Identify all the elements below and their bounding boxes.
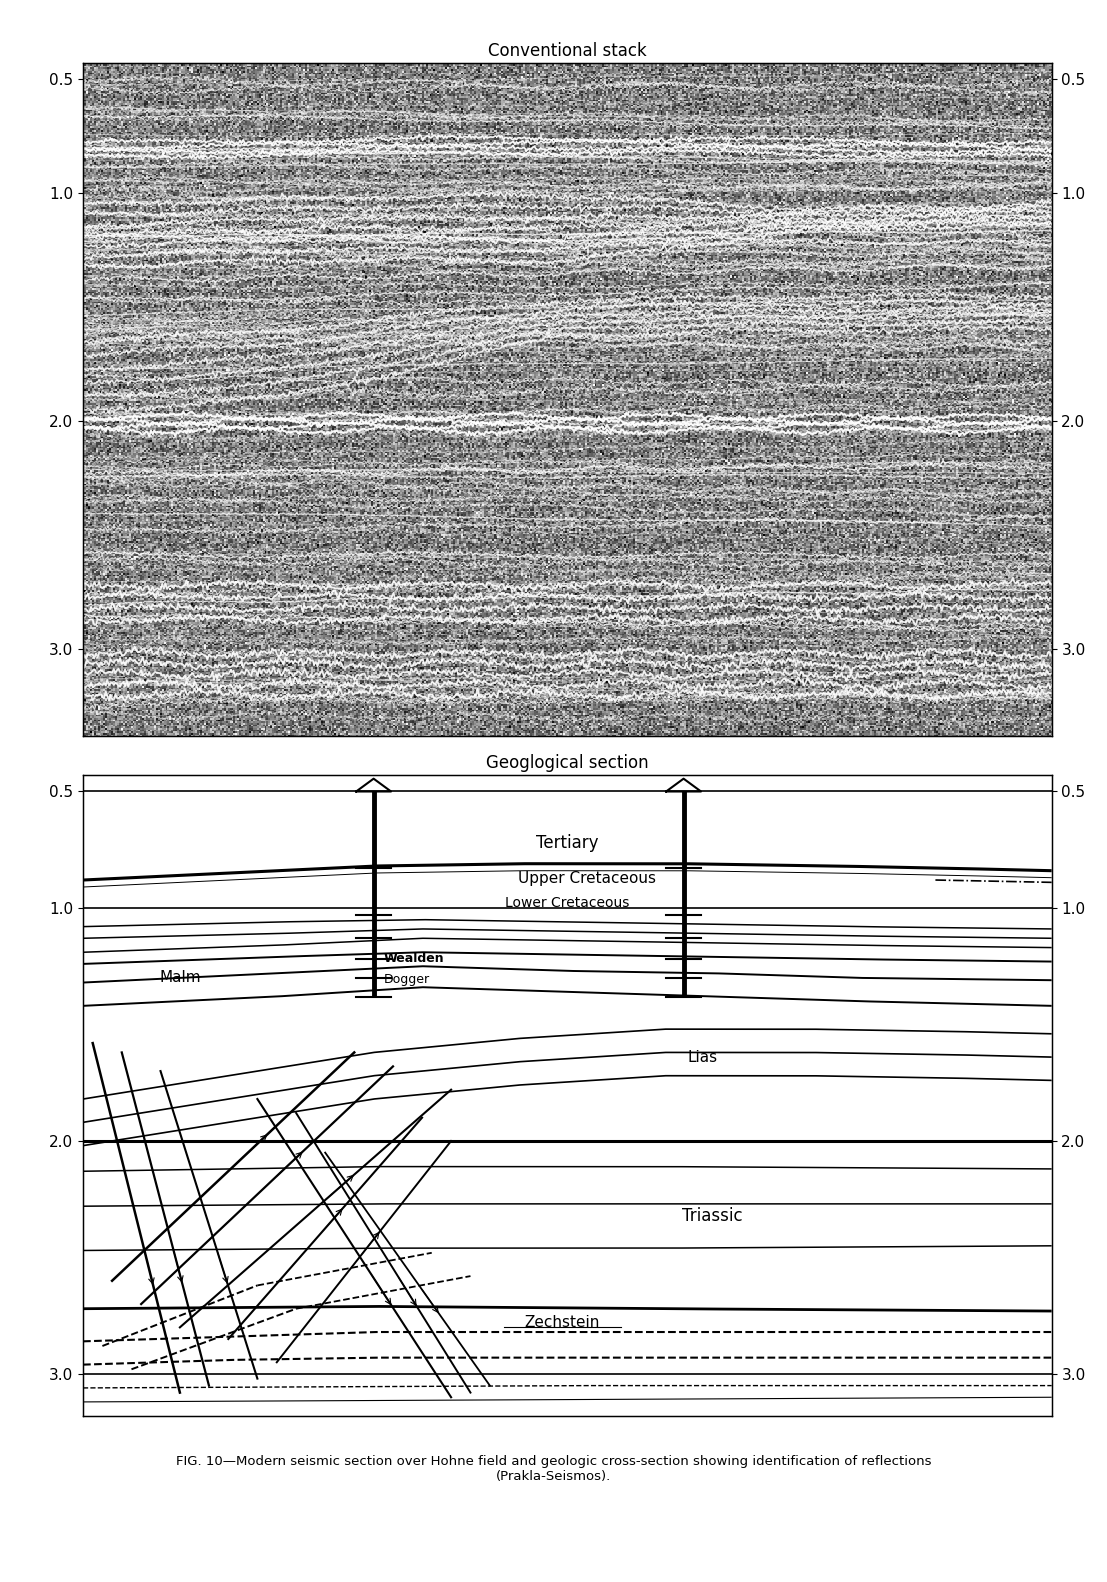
- Text: Wealden: Wealden: [383, 952, 444, 965]
- Text: Dogger: Dogger: [383, 973, 430, 986]
- Text: Zechstein: Zechstein: [525, 1315, 600, 1330]
- Text: Malm: Malm: [159, 970, 200, 986]
- Title: Geoglogical section: Geoglogical section: [486, 755, 649, 772]
- Text: Upper Cretaceous: Upper Cretaceous: [518, 872, 655, 886]
- Text: Lower Cretaceous: Lower Cretaceous: [505, 897, 630, 910]
- Text: Lias: Lias: [687, 1049, 718, 1065]
- Text: Tertiary: Tertiary: [536, 834, 599, 851]
- Title: Conventional stack: Conventional stack: [488, 43, 646, 60]
- Text: FIG. 10—Modern seismic section over Hohne field and geologic cross-section showi: FIG. 10—Modern seismic section over Hohn…: [176, 1455, 931, 1484]
- Text: Triassic: Triassic: [682, 1207, 743, 1224]
